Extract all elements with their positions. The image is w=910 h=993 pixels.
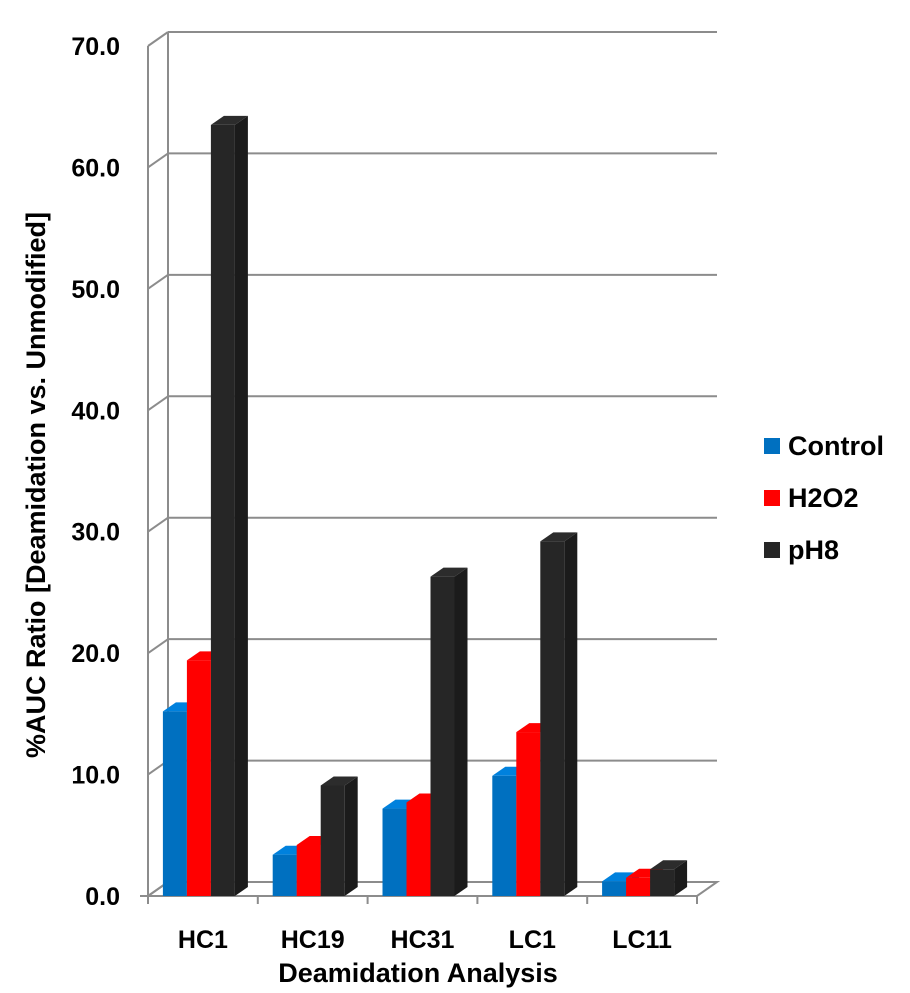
legend-item-h2o2: H2O2: [764, 472, 884, 524]
x-tick-label: HC31: [391, 926, 455, 954]
bar: [320, 776, 358, 896]
x-tick-label: HC19: [281, 926, 345, 954]
y-tick-label: 40.0: [71, 397, 120, 425]
legend-item-ph8: pH8: [764, 524, 884, 576]
bar-front: [272, 854, 297, 896]
y-axis-title: %AUC Ratio [Deamidation vs. Unmodified]: [21, 212, 51, 758]
bar: [540, 532, 578, 896]
y-tick-labels: 0.0 10.0 20.0 30.0 40.0 50.0 60.0 70.0: [71, 33, 120, 911]
bar-top: [210, 115, 248, 125]
x-tick-label: LC1: [509, 926, 556, 954]
x-tick-labels: HC1 HC19 HC31 LC1 LC11: [178, 926, 672, 954]
bar-front: [210, 124, 235, 896]
x-axis-title: Deamidation Analysis: [278, 958, 558, 988]
bar-side: [674, 860, 688, 896]
bar-front: [296, 845, 321, 896]
legend-item-control: Control: [764, 420, 884, 472]
bar-top: [650, 860, 688, 870]
legend: Control H2O2 pH8: [764, 420, 884, 576]
gridline-depth: [147, 274, 169, 290]
bar: [210, 115, 248, 896]
legend-swatch-control: [764, 438, 780, 454]
bar-front: [406, 802, 431, 896]
bar-front: [626, 877, 651, 896]
bar-front: [492, 775, 517, 896]
x-tick-label: LC11: [612, 926, 672, 954]
bar-front: [650, 869, 675, 896]
legend-label-ph8: pH8: [788, 534, 840, 565]
gridline-depth: [147, 152, 169, 169]
bar-top: [320, 776, 358, 786]
y-tick-label: 70.0: [71, 33, 120, 61]
bar-side: [344, 776, 358, 896]
bar-top: [602, 872, 640, 882]
y-tick-label: 50.0: [71, 276, 120, 304]
bar-top: [430, 567, 468, 577]
bar-front: [186, 660, 211, 896]
y-tick-label: 10.0: [71, 762, 120, 790]
legend-swatch-ph8: [764, 542, 780, 558]
bar-front: [430, 576, 455, 896]
bar: [430, 567, 468, 896]
y-tick-label: 0.0: [85, 883, 120, 911]
bar-top: [540, 532, 578, 542]
x-tick-label: HC1: [178, 926, 228, 954]
legend-label-control: Control: [788, 430, 884, 461]
gridline-depth: [147, 31, 169, 47]
y-tick-label: 20.0: [71, 640, 120, 668]
bar-front: [382, 808, 407, 896]
bar-front: [516, 732, 541, 896]
legend-swatch-h2o2: [764, 490, 780, 506]
gridline-depth: [147, 395, 169, 412]
bar-front: [540, 541, 565, 896]
gridline-depth: [147, 516, 169, 533]
bar-front: [162, 711, 187, 896]
gridline-depth: [147, 638, 169, 654]
bar-side: [454, 567, 468, 896]
legend-label-h2o2: H2O2: [788, 482, 859, 513]
bar-front: [602, 881, 627, 896]
bar-front: [320, 785, 345, 896]
bar-side: [564, 532, 578, 896]
y-tick-label: 60.0: [71, 154, 120, 182]
bars: [162, 115, 688, 896]
y-tick-label: 30.0: [71, 519, 120, 547]
bar-side: [234, 115, 248, 896]
bar: [650, 860, 688, 896]
